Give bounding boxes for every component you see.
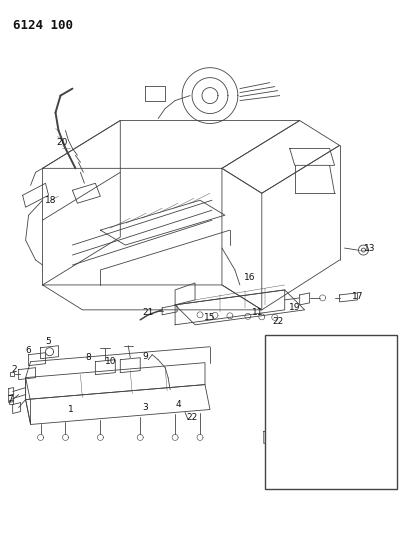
Text: 16: 16 [244, 273, 255, 282]
Text: 13: 13 [364, 244, 375, 253]
Text: 19: 19 [289, 303, 300, 312]
Text: 15: 15 [204, 313, 216, 322]
Text: 2: 2 [12, 365, 18, 374]
Bar [265, 335, 397, 489]
Text: 17: 17 [352, 293, 363, 301]
Text: 10: 10 [104, 357, 116, 366]
Text: 8: 8 [86, 353, 91, 362]
Text: 12: 12 [266, 335, 277, 344]
Text: 6: 6 [26, 346, 31, 355]
Text: 1: 1 [68, 405, 73, 414]
Text: 6124 100: 6124 100 [13, 19, 73, 32]
Text: 9: 9 [142, 352, 148, 361]
Text: 20: 20 [57, 138, 68, 147]
Text: 18: 18 [45, 196, 56, 205]
Text: 22: 22 [186, 413, 197, 422]
Text: 4: 4 [175, 400, 181, 409]
Text: 14: 14 [382, 473, 393, 482]
Text: 5: 5 [46, 337, 51, 346]
Text: 7: 7 [7, 395, 13, 404]
Text: 11: 11 [252, 309, 264, 317]
Text: 3: 3 [142, 403, 148, 412]
Text: 21: 21 [142, 309, 154, 317]
Text: 22: 22 [272, 317, 284, 326]
